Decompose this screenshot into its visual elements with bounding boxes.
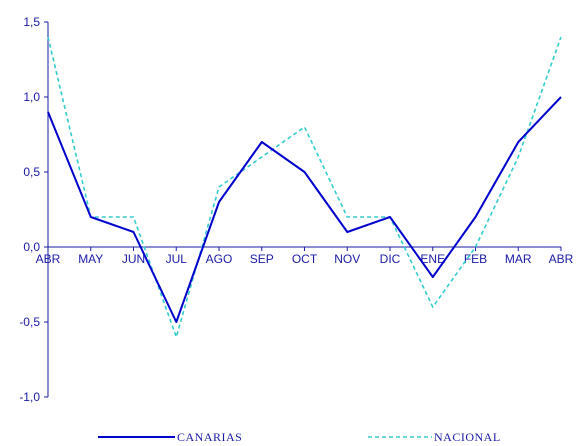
x-tick-label: ABR — [36, 252, 61, 266]
legend: CANARIAS NACIONAL — [98, 430, 501, 444]
x-tick-label: FEB — [464, 252, 487, 266]
x-tick-label: OCT — [292, 252, 318, 266]
series-layer — [47, 36, 562, 338]
x-tick-label: AGO — [206, 252, 233, 266]
y-tick-label: 1,5 — [23, 15, 40, 29]
x-tick-label: SEP — [250, 252, 274, 266]
series-line-nacional — [47, 36, 562, 338]
x-tick-label: MAY — [78, 252, 103, 266]
x-tick-label: MAR — [505, 252, 532, 266]
legend-label-nacional: NACIONAL — [434, 430, 501, 444]
y-axis: 1,5 1,0 0,5 0,0 -0,5 -1,0 — [19, 15, 49, 404]
legend-label-canarias: CANARIAS — [177, 430, 242, 444]
x-tick-label: ENE — [420, 252, 445, 266]
y-tick-label: -0,5 — [19, 315, 40, 329]
y-tick-label: -1,0 — [19, 390, 40, 404]
y-tick-label: 0,5 — [23, 165, 40, 179]
x-tick-label: JUL — [166, 252, 188, 266]
y-tick-label: 0,0 — [23, 240, 40, 254]
x-axis: ABR MAY JUN JUL AGO SEP OCT NOV DIC ENE FEB MAR ABR — [36, 246, 574, 266]
x-tick-label: NOV — [334, 252, 360, 266]
x-tick-label: JUN — [122, 252, 145, 266]
y-tick-label: 1,0 — [23, 90, 40, 104]
x-tick-label: ABR — [549, 252, 574, 266]
series-line-canarias — [47, 96, 562, 323]
x-tick-label: DIC — [380, 252, 401, 266]
